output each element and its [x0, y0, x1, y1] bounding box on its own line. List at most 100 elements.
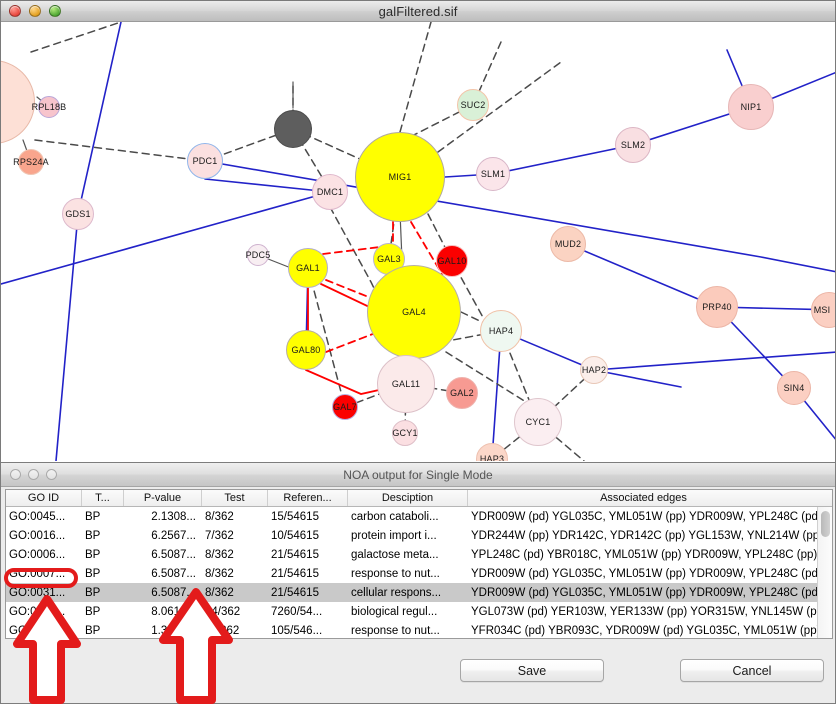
network-node-hap4[interactable]: HAP4	[480, 310, 522, 352]
node-label: SUC2	[460, 100, 486, 110]
node-label: CYC1	[525, 417, 551, 427]
cell-edges: YDR244W (pp) YDR142C, YDR142C (pp) YGL15…	[471, 529, 819, 542]
node-label: SLM2	[620, 140, 646, 150]
scrollbar-thumb[interactable]	[821, 511, 830, 537]
dialog-titlebar[interactable]: NOA output for Single Mode	[1, 463, 835, 487]
column-header-type[interactable]: T...	[82, 490, 124, 506]
column-header-test[interactable]: Test	[202, 490, 268, 506]
node-label: GAL1	[296, 263, 320, 273]
network-node-mud2[interactable]: MUD2	[550, 226, 586, 262]
network-node-pdc1[interactable]: PDC1	[187, 143, 223, 179]
network-node-gal7[interactable]: GAL7	[332, 394, 358, 420]
network-node[interactable]	[274, 110, 312, 148]
node-label: HAP3	[479, 454, 505, 461]
network-canvas[interactable]: RPL18B RPS24A GDS1 PDC1 PDC5 SUC2 MIG1 D…	[1, 22, 835, 461]
cell-type: BP	[85, 567, 101, 580]
save-button[interactable]: Save	[460, 659, 604, 682]
table-row[interactable]: GO:0065... BP 8.0614... 94/362 7260/54..…	[6, 602, 832, 621]
node-label: RPL18B	[31, 102, 67, 112]
cell-p-value: 6.5087...	[151, 586, 196, 599]
noa-output-dialog: NOA output for Single Mode GO ID T... P-…	[0, 462, 836, 704]
dialog-minimize-button[interactable]	[28, 469, 39, 480]
network-node-hap2[interactable]: HAP2	[580, 356, 608, 384]
node-label: RPS24A	[13, 157, 49, 167]
cell-reference: 10/54615	[271, 529, 319, 542]
network-node-nip1[interactable]: NIP1	[728, 84, 774, 130]
network-node-gal3[interactable]: GAL3	[373, 243, 405, 275]
zoom-button[interactable]	[49, 5, 61, 17]
cell-test: 8/362	[205, 586, 234, 599]
table-body[interactable]: GO:0045... BP 2.1308... 8/362 15/54615 c…	[6, 507, 832, 638]
network-node-prp40[interactable]: PRP40	[696, 286, 738, 328]
cancel-button[interactable]: Cancel	[680, 659, 824, 682]
node-label: GDS1	[65, 209, 91, 219]
cell-p-value: 8.0614...	[151, 605, 196, 618]
cell-go-id: GO:0007...	[9, 567, 66, 580]
table-row[interactable]: GO:0016... BP 6.2567... 7/362 10/54615 p…	[6, 526, 832, 545]
cell-description: response to nut...	[351, 624, 440, 637]
cell-description: galactose meta...	[351, 548, 439, 561]
cell-p-value: 1.3324...	[151, 624, 196, 637]
node-label: GAL10	[437, 256, 467, 266]
network-node-gal11[interactable]: GAL11	[377, 355, 435, 413]
minimize-button[interactable]	[29, 5, 41, 17]
cytoscape-network-window: galFiltered.sif	[0, 0, 836, 462]
network-node-suc2[interactable]: SUC2	[457, 89, 489, 121]
dialog-zoom-button[interactable]	[46, 469, 57, 480]
cell-test: 7/362	[205, 529, 234, 542]
network-node-rpl18b[interactable]: RPL18B	[32, 96, 66, 118]
node-label: DMC1	[316, 187, 344, 197]
network-node-cyc1[interactable]: CYC1	[514, 398, 562, 446]
network-node-pdc5[interactable]: PDC5	[246, 244, 270, 266]
network-node-rps24a[interactable]: RPS24A	[13, 149, 49, 175]
network-node-msl5[interactable]: MSI	[811, 292, 835, 328]
network-node-slm2[interactable]: SLM2	[615, 127, 651, 163]
node-label: MSI	[813, 305, 831, 315]
cell-p-value: 6.5087...	[151, 567, 196, 580]
network-node-gal2[interactable]: GAL2	[446, 377, 478, 409]
network-node-gds1[interactable]: GDS1	[62, 198, 94, 230]
column-header-p-value[interactable]: P-value	[124, 490, 202, 506]
network-node-gal4[interactable]: GAL4	[367, 265, 461, 359]
cell-description: biological regul...	[351, 605, 438, 618]
network-node-slm1[interactable]: SLM1	[476, 157, 510, 191]
results-table[interactable]: GO ID T... P-value Test Referen... Desci…	[5, 489, 833, 639]
cell-test: 11/362	[205, 624, 240, 637]
node-label: GAL11	[391, 379, 421, 389]
network-node-gal1[interactable]: GAL1	[288, 248, 328, 288]
network-node-sin4[interactable]: SIN4	[777, 371, 811, 405]
column-header-reference[interactable]: Referen...	[268, 490, 348, 506]
column-header-go-id[interactable]: GO ID	[6, 490, 82, 506]
table-row-selected[interactable]: GO:0031... BP 6.5087... 8/362 21/54615 c…	[6, 583, 832, 602]
node-label: GAL2	[450, 388, 474, 398]
table-row[interactable]: GO:0045... BP 2.1308... 8/362 15/54615 c…	[6, 507, 832, 526]
table-row[interactable]: GO:0031... BP 1.3324... 11/362 105/546..…	[6, 621, 832, 638]
cell-test: 8/362	[205, 548, 234, 561]
column-header-desciption[interactable]: Desciption	[348, 490, 468, 506]
cell-type: BP	[85, 529, 101, 542]
cell-go-id: GO:0006...	[9, 548, 66, 561]
network-node-gal80[interactable]: GAL80	[286, 330, 326, 370]
table-row[interactable]: GO:0007... BP 6.5087... 8/362 21/54615 r…	[6, 564, 832, 583]
cell-reference: 21/54615	[271, 586, 319, 599]
table-vertical-scrollbar[interactable]	[817, 507, 832, 638]
close-button[interactable]	[9, 5, 21, 17]
cell-type: BP	[85, 605, 101, 618]
column-header-associated-edges[interactable]: Associated edges	[600, 492, 687, 504]
cell-go-id: GO:0045...	[9, 510, 66, 523]
cell-reference: 7260/54...	[271, 605, 323, 618]
cell-type: BP	[85, 624, 101, 637]
network-node-gcy1[interactable]: GCY1	[392, 420, 418, 446]
main-titlebar[interactable]: galFiltered.sif	[1, 1, 835, 22]
table-row[interactable]: GO:0006... BP 6.5087... 8/362 21/54615 g…	[6, 545, 832, 564]
node-label: GAL4	[402, 307, 426, 317]
network-node-gal10[interactable]: GAL10	[436, 245, 468, 277]
network-node-dmc1[interactable]: DMC1	[312, 174, 348, 210]
network-node-mig1[interactable]: MIG1	[355, 132, 445, 222]
dialog-close-button[interactable]	[10, 469, 21, 480]
dialog-window-controls	[1, 469, 57, 480]
cell-description: cellular respons...	[351, 586, 442, 599]
cell-edges: YFR034C (pd) YBR093C, YDR009W (pd) YGL03…	[471, 624, 819, 637]
cell-type: BP	[85, 548, 101, 561]
node-label: HAP2	[581, 365, 607, 375]
